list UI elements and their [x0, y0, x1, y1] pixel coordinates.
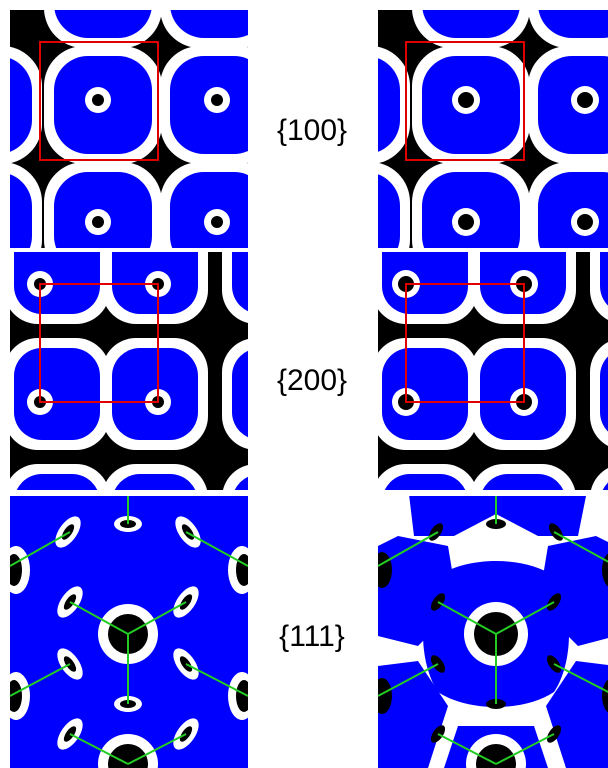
panel-200-right	[378, 252, 608, 490]
panel-100-left	[10, 10, 248, 248]
linker-lines	[10, 496, 248, 765]
unit-cell-outline	[39, 283, 159, 403]
pattern-111-left	[10, 496, 248, 768]
pattern-200-right	[378, 252, 608, 490]
pattern-200-left	[10, 252, 248, 490]
panel-100-right	[378, 10, 608, 248]
domain-blob	[44, 46, 162, 164]
pattern-100-right	[378, 10, 608, 248]
unit-cell-outline	[39, 41, 159, 161]
row-label-200: {200}	[276, 364, 348, 397]
pattern-111-right	[378, 496, 608, 768]
panel-111-left	[10, 496, 248, 768]
linker-lines	[378, 496, 608, 765]
row-label-111: {111}	[279, 620, 345, 653]
pattern-100-left	[10, 10, 248, 248]
panel-200-left	[10, 252, 248, 490]
panel-111-right	[378, 496, 608, 768]
unit-cell-outline	[405, 283, 525, 403]
unit-cell-outline	[405, 41, 525, 161]
row-label-100: {100}	[276, 114, 348, 147]
